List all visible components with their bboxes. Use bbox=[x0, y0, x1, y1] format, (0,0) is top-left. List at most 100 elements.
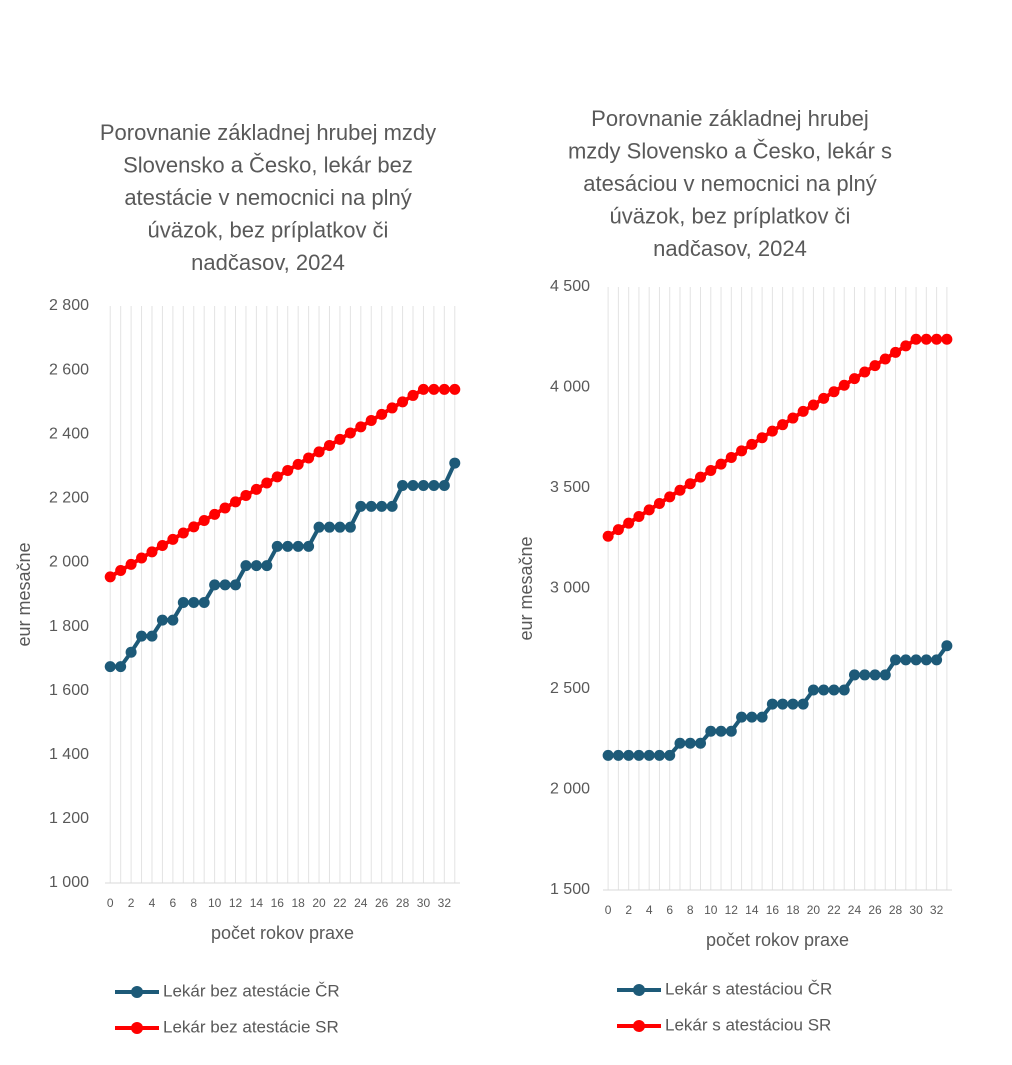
x-tick-label: 24 bbox=[848, 903, 862, 917]
data-point bbox=[323, 439, 335, 451]
x-tick-label: 28 bbox=[396, 896, 410, 910]
data-point bbox=[900, 654, 912, 666]
data-point bbox=[612, 749, 624, 761]
data-point bbox=[807, 684, 819, 696]
data-point bbox=[428, 383, 440, 395]
data-point bbox=[407, 480, 419, 492]
data-point bbox=[219, 579, 231, 591]
x-tick-label: 2 bbox=[625, 903, 632, 917]
data-point bbox=[910, 654, 922, 666]
data-point bbox=[250, 560, 262, 572]
data-point bbox=[397, 480, 409, 492]
data-point bbox=[879, 353, 891, 365]
y-tick-label: 1 400 bbox=[49, 746, 89, 763]
data-point bbox=[386, 500, 398, 512]
data-point bbox=[136, 630, 148, 642]
y-tick-label: 2 200 bbox=[49, 490, 89, 507]
data-point bbox=[838, 379, 850, 391]
data-point bbox=[376, 500, 388, 512]
y-tick-label: 4 000 bbox=[550, 379, 590, 396]
data-point bbox=[230, 579, 242, 591]
data-point bbox=[198, 514, 210, 526]
data-point bbox=[104, 661, 116, 673]
x-tick-label: 32 bbox=[930, 903, 944, 917]
x-tick-label: 26 bbox=[868, 903, 882, 917]
chart-title: Porovnanie základnej hrubej bbox=[591, 106, 869, 131]
legend-marker bbox=[131, 986, 143, 998]
legend-label: Lekár s atestáciou SR bbox=[665, 1015, 831, 1034]
data-point bbox=[303, 452, 315, 464]
data-point bbox=[695, 737, 707, 749]
data-point bbox=[653, 497, 665, 509]
x-tick-label: 20 bbox=[312, 896, 326, 910]
x-tick-label: 32 bbox=[438, 896, 452, 910]
data-point bbox=[602, 749, 614, 761]
data-point bbox=[623, 749, 635, 761]
data-point bbox=[198, 597, 210, 609]
data-point bbox=[828, 386, 840, 398]
data-point bbox=[643, 749, 655, 761]
data-point bbox=[838, 684, 850, 696]
chart-title: úväzok, bez príplatkov či bbox=[148, 217, 389, 242]
x-tick-label: 22 bbox=[827, 903, 841, 917]
x-tick-label: 16 bbox=[271, 896, 285, 910]
data-point bbox=[282, 540, 294, 552]
data-point bbox=[449, 383, 461, 395]
data-point bbox=[736, 445, 748, 457]
data-point bbox=[674, 737, 686, 749]
legend-label: Lekár bez atestácie ČR bbox=[163, 981, 340, 1000]
chart-title: atestácie v nemocnici na plný bbox=[124, 185, 411, 210]
y-tick-label: 3 000 bbox=[550, 580, 590, 597]
data-point bbox=[746, 438, 758, 450]
series-line bbox=[109, 387, 455, 579]
y-tick-label: 2 400 bbox=[49, 425, 89, 442]
series-line bbox=[110, 462, 457, 669]
data-point bbox=[664, 491, 676, 503]
data-point bbox=[167, 533, 179, 545]
data-point bbox=[136, 552, 148, 564]
data-point bbox=[397, 396, 409, 408]
x-tick-label: 28 bbox=[889, 903, 903, 917]
data-point bbox=[684, 737, 696, 749]
data-point bbox=[271, 540, 283, 552]
data-point bbox=[695, 471, 707, 483]
x-tick-label: 14 bbox=[250, 896, 264, 910]
data-point bbox=[602, 530, 614, 542]
x-tick-label: 30 bbox=[417, 896, 431, 910]
y-tick-label: 1 800 bbox=[49, 618, 89, 635]
data-point bbox=[797, 405, 809, 417]
data-point bbox=[282, 464, 294, 476]
data-point bbox=[766, 425, 778, 437]
x-tick-label: 6 bbox=[666, 903, 673, 917]
data-point bbox=[428, 480, 440, 492]
data-point bbox=[250, 483, 262, 495]
data-point bbox=[292, 458, 304, 470]
data-point bbox=[664, 749, 676, 761]
data-point bbox=[859, 669, 871, 681]
x-tick-label: 4 bbox=[149, 896, 156, 910]
data-point bbox=[417, 383, 429, 395]
y-axis-label: eur mesačne bbox=[14, 542, 34, 646]
data-point bbox=[115, 564, 127, 576]
data-point bbox=[334, 521, 346, 533]
data-point bbox=[438, 480, 450, 492]
data-point bbox=[931, 654, 943, 666]
y-tick-label: 2 000 bbox=[49, 554, 89, 571]
chart-title: nadčasov, 2024 bbox=[191, 250, 345, 275]
x-tick-label: 18 bbox=[291, 896, 305, 910]
data-point bbox=[261, 560, 273, 572]
data-point bbox=[167, 614, 179, 626]
chart-title: úväzok, bez príplatkov či bbox=[610, 203, 851, 228]
x-tick-label: 18 bbox=[786, 903, 800, 917]
x-tick-label: 14 bbox=[745, 903, 759, 917]
x-tick-label: 20 bbox=[807, 903, 821, 917]
data-point bbox=[777, 698, 789, 710]
data-point bbox=[417, 480, 429, 492]
data-point bbox=[365, 414, 377, 426]
x-tick-label: 22 bbox=[333, 896, 347, 910]
x-tick-label: 30 bbox=[909, 903, 923, 917]
x-tick-label: 2 bbox=[128, 896, 135, 910]
data-point bbox=[125, 646, 137, 658]
data-point bbox=[705, 725, 717, 737]
data-point bbox=[240, 560, 252, 572]
